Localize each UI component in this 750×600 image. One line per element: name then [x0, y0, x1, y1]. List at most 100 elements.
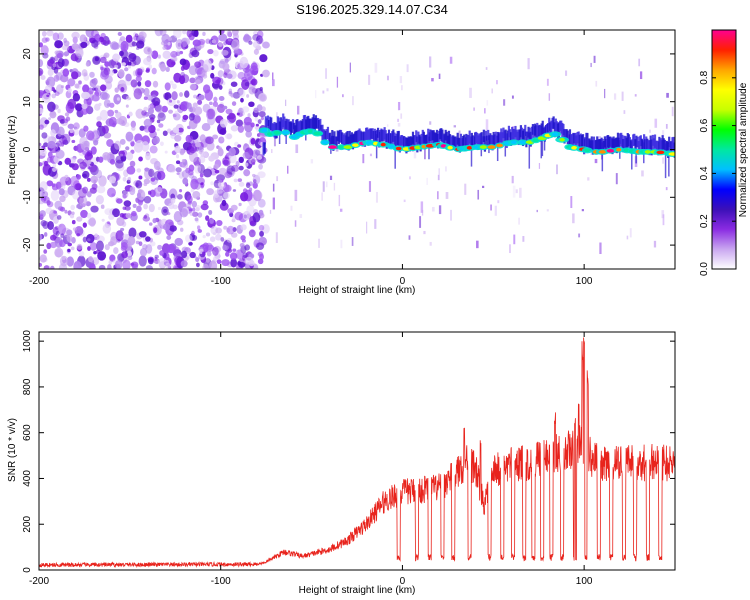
noise-speck: [145, 69, 150, 73]
noise-speck: [171, 167, 176, 172]
noise-speck: [86, 191, 92, 198]
noise-speck: [198, 146, 204, 152]
noise-speck: [258, 111, 266, 118]
noise-speck: [181, 74, 190, 84]
noise-streak: [408, 235, 411, 240]
noise-speck: [191, 230, 195, 236]
noise-speck: [192, 39, 202, 47]
tone-band: [414, 135, 417, 150]
noise-speck: [119, 50, 124, 57]
noise-streak: [485, 119, 489, 131]
noise-streak: [272, 197, 275, 210]
noise-speck: [127, 255, 133, 261]
noise-speck: [76, 204, 80, 209]
noise-speck: [248, 86, 256, 95]
noise-speck: [114, 64, 119, 69]
noise-speck: [143, 203, 148, 210]
noise-speck: [134, 33, 139, 38]
noise-speck: [126, 179, 131, 184]
noise-speck: [222, 62, 230, 71]
noise-speck: [199, 173, 204, 178]
noise-speck: [205, 258, 210, 263]
noise-speck: [253, 48, 259, 55]
noise-speck: [114, 259, 123, 269]
noise-speck: [218, 85, 223, 90]
noise-speck: [255, 242, 265, 250]
noise-speck: [62, 68, 70, 77]
noise-streak: [565, 70, 568, 76]
noise-speck: [254, 125, 260, 130]
noise-speck: [156, 165, 160, 170]
noise-speck: [121, 62, 126, 67]
noise-speck: [139, 125, 145, 131]
noise-streak: [485, 67, 488, 70]
noise-speck: [182, 177, 189, 185]
noise-speck: [166, 243, 176, 254]
noise-speck: [221, 49, 229, 56]
noise-speck: [161, 33, 170, 44]
noise-speck: [148, 222, 153, 226]
noise-speck: [64, 44, 70, 51]
noise-streak: [509, 244, 511, 254]
noise-speck: [207, 108, 216, 120]
noise-speck: [192, 102, 198, 108]
noise-streak: [665, 187, 668, 191]
noise-speck: [81, 103, 88, 110]
tone-tail: [668, 143, 670, 177]
noise-speck: [230, 232, 238, 238]
noise-speck: [126, 165, 136, 175]
noise-streak: [594, 158, 598, 164]
noise-speck: [236, 112, 240, 116]
noise-speck: [179, 58, 187, 66]
noise-speck: [245, 130, 252, 138]
noise-speck: [195, 142, 201, 148]
noise-speck: [176, 100, 180, 104]
noise-streak: [522, 236, 525, 242]
noise-speck: [252, 173, 256, 178]
noise-speck: [80, 140, 90, 151]
noise-streak: [649, 129, 651, 133]
noise-speck: [105, 81, 113, 90]
noise-speck: [259, 54, 268, 63]
noise-streak: [653, 240, 657, 248]
x-tick-label: -200: [29, 276, 49, 287]
noise-speck: [80, 41, 88, 49]
noise-streak: [662, 214, 665, 226]
noise-speck: [60, 134, 65, 139]
noise-speck: [64, 112, 70, 117]
noise-speck: [122, 194, 127, 199]
noise-streak: [661, 130, 665, 137]
tone-core: [328, 145, 337, 149]
noise-speck: [63, 37, 68, 44]
noise-speck: [107, 264, 112, 269]
noise-speck: [243, 116, 252, 126]
noise-speck: [76, 174, 81, 180]
noise-speck: [141, 141, 150, 152]
noise-speck: [124, 67, 129, 72]
noise-speck: [256, 155, 263, 160]
noise-speck: [150, 177, 156, 182]
noise-streak: [496, 80, 498, 85]
noise-speck: [156, 170, 166, 181]
noise-speck: [39, 254, 47, 263]
noise-streak: [556, 164, 558, 175]
noise-speck: [151, 67, 157, 75]
noise-speck: [57, 108, 61, 114]
noise-streak: [438, 205, 442, 215]
noise-speck: [70, 204, 76, 211]
noise-speck: [79, 161, 87, 170]
noise-speck: [257, 171, 266, 179]
noise-speck: [195, 79, 201, 85]
noise-speck: [203, 151, 209, 158]
tone-band: [335, 136, 338, 149]
noise-speck: [67, 78, 76, 87]
noise-speck: [205, 136, 214, 145]
noise-speck: [191, 30, 199, 37]
noise-speck: [262, 41, 270, 49]
noise-speck: [125, 34, 133, 43]
noise-speck: [71, 163, 79, 171]
noise-speck: [100, 56, 107, 64]
noise-speck: [47, 101, 56, 112]
noise-speck: [145, 244, 153, 254]
